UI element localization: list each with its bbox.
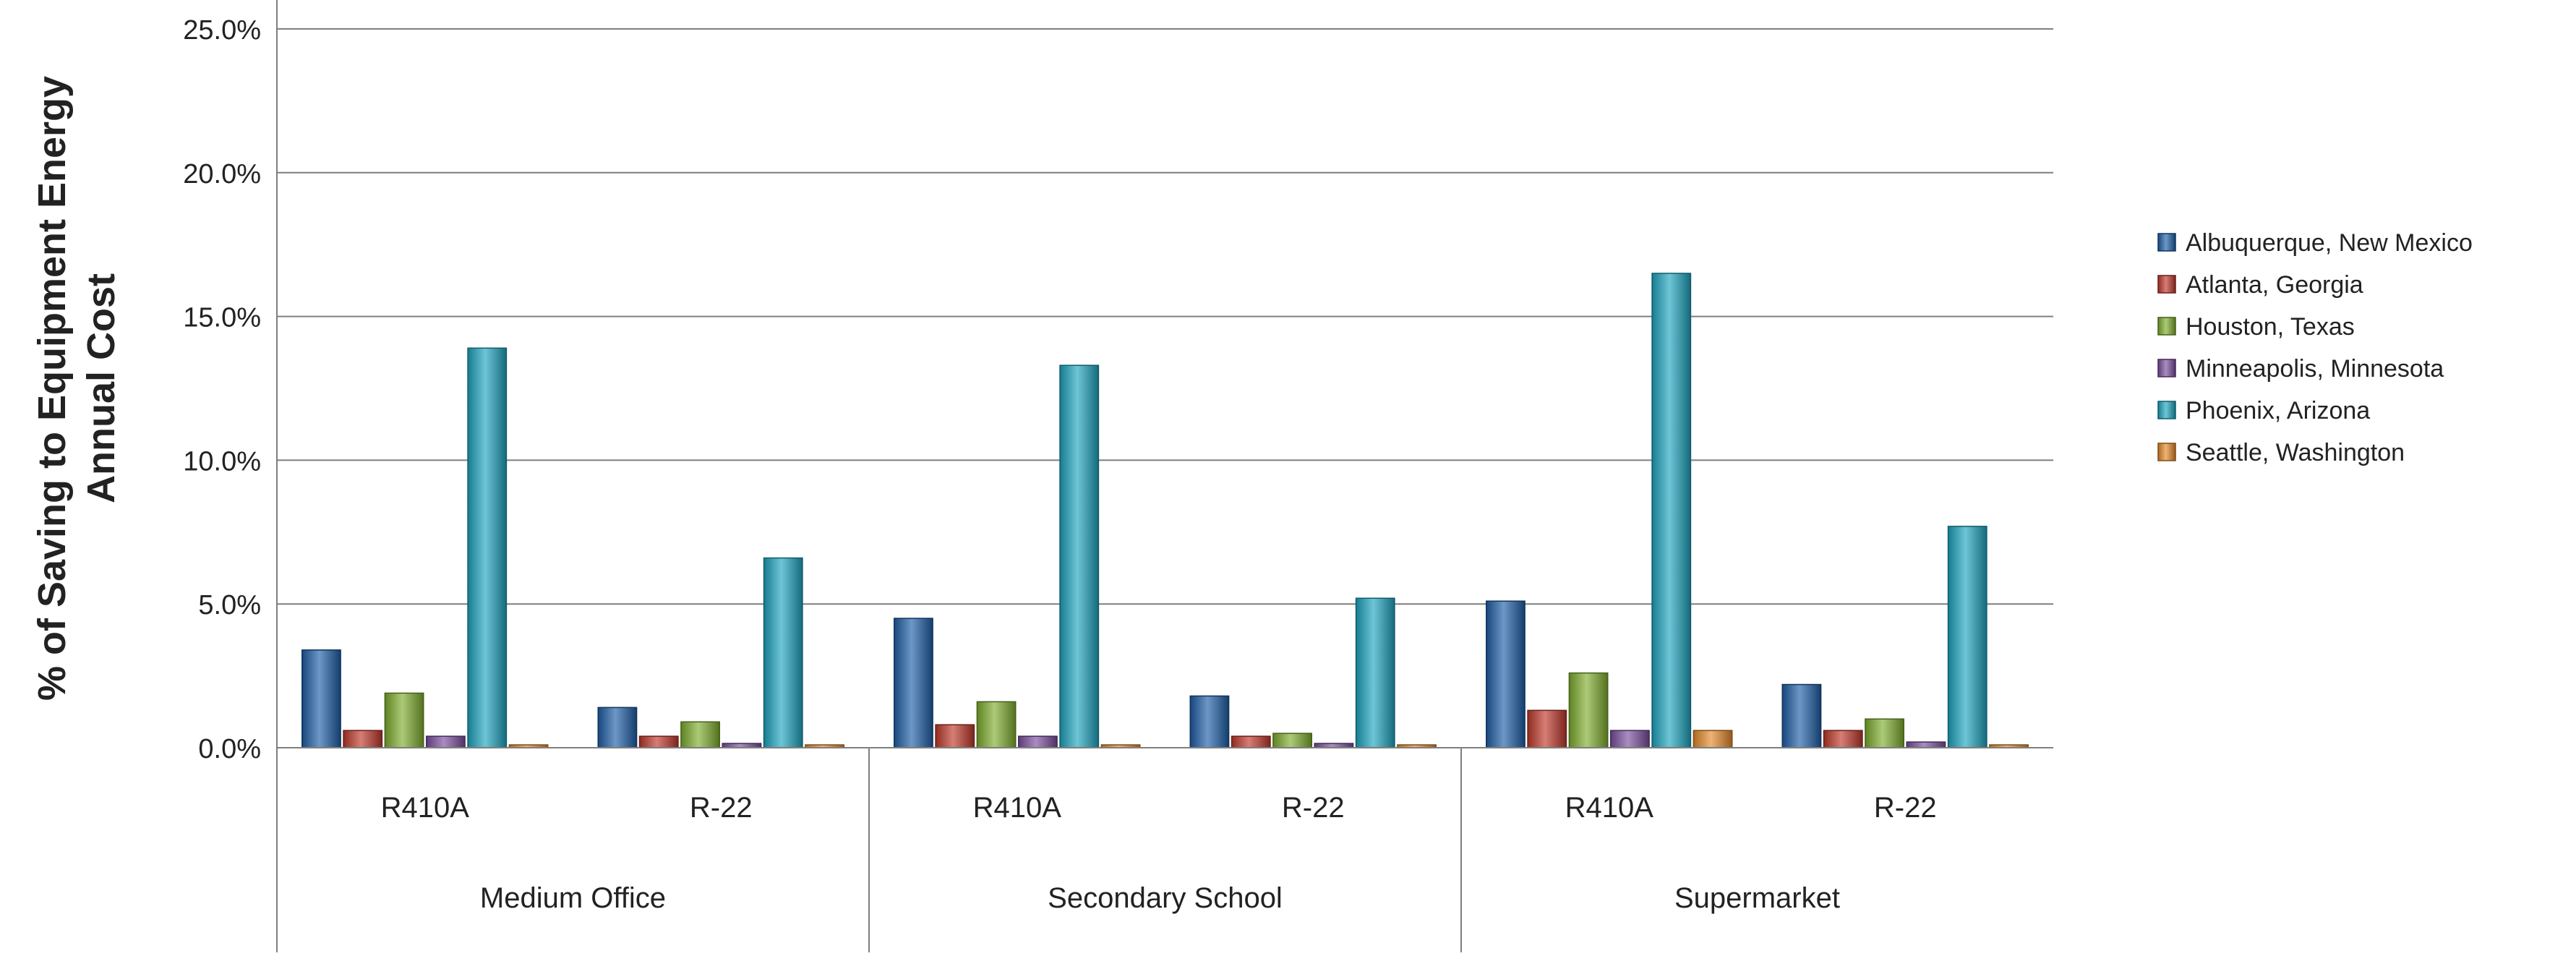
bar bbox=[1189, 695, 1230, 748]
y-axis-label-line: % of Saving to Equipment Energy bbox=[30, 76, 74, 701]
gridlines bbox=[277, 28, 2053, 605]
bar bbox=[1568, 672, 1609, 748]
bar bbox=[1823, 730, 1863, 748]
category-label: R-22 bbox=[1282, 792, 1345, 824]
group-label: Secondary School bbox=[1048, 882, 1283, 914]
bar bbox=[1906, 741, 1946, 748]
legend-swatch bbox=[2157, 443, 2176, 461]
bar bbox=[426, 735, 466, 748]
bar bbox=[597, 707, 638, 748]
bar bbox=[301, 649, 341, 748]
legend-label: Albuquerque, New Mexico bbox=[2186, 229, 2473, 257]
bar bbox=[1059, 364, 1100, 748]
bar bbox=[384, 692, 424, 748]
bar bbox=[1355, 597, 1395, 748]
bar bbox=[935, 724, 975, 748]
category-label: R-22 bbox=[1874, 792, 1937, 824]
y-axis-title: % of Saving to Equipment Energy Annual Co… bbox=[30, 76, 123, 701]
bar bbox=[763, 557, 803, 748]
legend-swatch bbox=[2157, 317, 2176, 336]
group-label: Medium Office bbox=[480, 882, 666, 914]
legend-swatch bbox=[2157, 233, 2176, 252]
bar bbox=[1486, 600, 1526, 748]
bar bbox=[1781, 683, 1822, 748]
y-tick-label: 5.0% bbox=[198, 590, 261, 620]
bar bbox=[1231, 735, 1271, 748]
legend-label: Minneapolis, Minnesota bbox=[2186, 355, 2444, 383]
group-label: Supermarket bbox=[1674, 882, 1840, 914]
legend-swatch bbox=[2157, 275, 2176, 294]
bar bbox=[343, 730, 383, 748]
legend-label: Phoenix, Arizona bbox=[2186, 397, 2370, 424]
bar bbox=[1947, 526, 1987, 748]
y-tick-label: 20.0% bbox=[183, 159, 261, 189]
category-label: R-22 bbox=[690, 792, 753, 824]
bar bbox=[1693, 730, 1733, 748]
bar bbox=[1651, 273, 1692, 748]
y-axis-label: % of Saving to Equipment Energy Annual Co… bbox=[30, 76, 123, 701]
legend-swatch bbox=[2157, 401, 2176, 419]
axes: 0.0% 5.0% 10.0% 15.0% 20.0% 25.0% Medium Offic… bbox=[183, 0, 2053, 952]
category-label: R410A bbox=[381, 792, 470, 824]
legend-label: Seattle, Washington bbox=[2186, 439, 2405, 466]
y-tick-label: 0.0% bbox=[198, 734, 261, 764]
y-tick-label: 10.0% bbox=[183, 446, 261, 477]
bars bbox=[301, 273, 2029, 748]
bar bbox=[976, 701, 1017, 748]
category-label: R410A bbox=[973, 792, 1062, 824]
bar bbox=[1272, 733, 1313, 748]
bar bbox=[680, 721, 720, 748]
bar bbox=[1610, 730, 1650, 748]
bar bbox=[894, 618, 933, 748]
bar bbox=[1018, 735, 1058, 748]
legend: Albuquerque, New Mexico Atlanta, Georgia H… bbox=[2157, 229, 2473, 466]
bar bbox=[467, 347, 508, 748]
y-tick-label: 15.0% bbox=[183, 303, 261, 333]
category-label: R410A bbox=[1565, 792, 1654, 824]
bar bbox=[1527, 709, 1567, 748]
legend-swatch bbox=[2157, 359, 2176, 377]
bar bbox=[1865, 718, 1904, 748]
y-axis-label-line: Annual Cost bbox=[80, 273, 123, 503]
legend-label: Atlanta, Georgia bbox=[2186, 271, 2363, 299]
bar bbox=[638, 735, 679, 748]
legend-label: Houston, Texas bbox=[2186, 313, 2355, 341]
y-tick-label: 25.0% bbox=[183, 15, 261, 46]
